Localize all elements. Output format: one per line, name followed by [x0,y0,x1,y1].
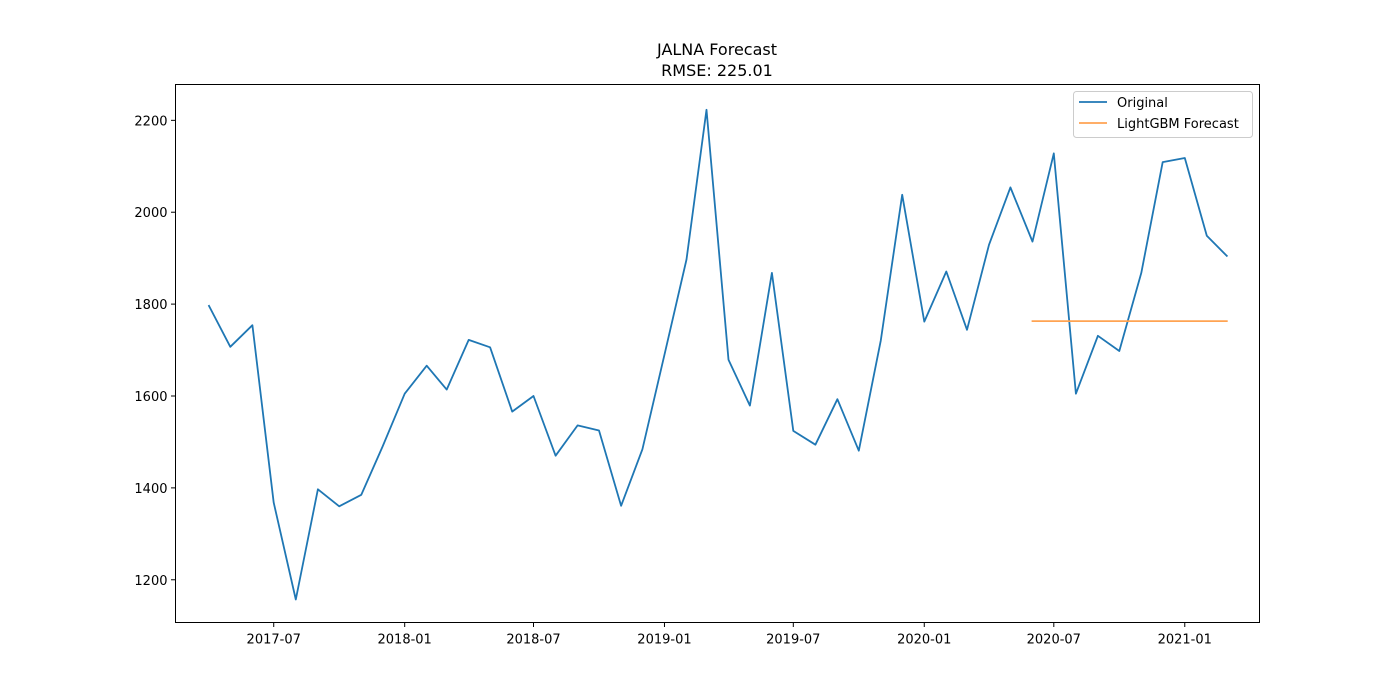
legend-label-lightgbm-forecast: LightGBM Forecast [1117,117,1239,132]
chart-subtitle: RMSE: 225.01 [661,61,773,80]
legend-label-original: Original [1117,96,1168,111]
chart-title: JALNA Forecast [656,40,777,59]
x-tick-label: 2021-01 [1158,633,1212,648]
plot-frame [175,84,1260,623]
y-tick-label: 1200 [134,574,167,589]
legend-box [1073,91,1253,138]
series-line-original [207,108,1229,601]
x-tick-label: 2018-01 [378,633,432,648]
x-axis: 2017-07 2018-01 2018-07 2019-01 2019-07 2020-… [247,622,1212,648]
y-tick-label: 1800 [134,298,167,313]
x-tick-label: 2020-07 [1027,633,1081,648]
y-tick-label: 2200 [134,114,167,129]
x-tick-label: 2017-07 [247,633,301,648]
series-layer [207,108,1229,601]
y-tick-label: 2000 [134,206,167,221]
y-tick-label: 1400 [134,482,167,497]
x-tick-label: 2020-01 [897,633,951,648]
x-tick-label: 2019-01 [637,633,691,648]
x-tick-label: 2018-07 [506,633,560,648]
x-tick-label: 2019-07 [766,633,820,648]
y-tick-label: 1600 [134,390,167,405]
y-axis: 1200 1400 1600 1800 2000 2200 [134,114,176,589]
legend: Original LightGBM Forecast [1073,91,1253,138]
